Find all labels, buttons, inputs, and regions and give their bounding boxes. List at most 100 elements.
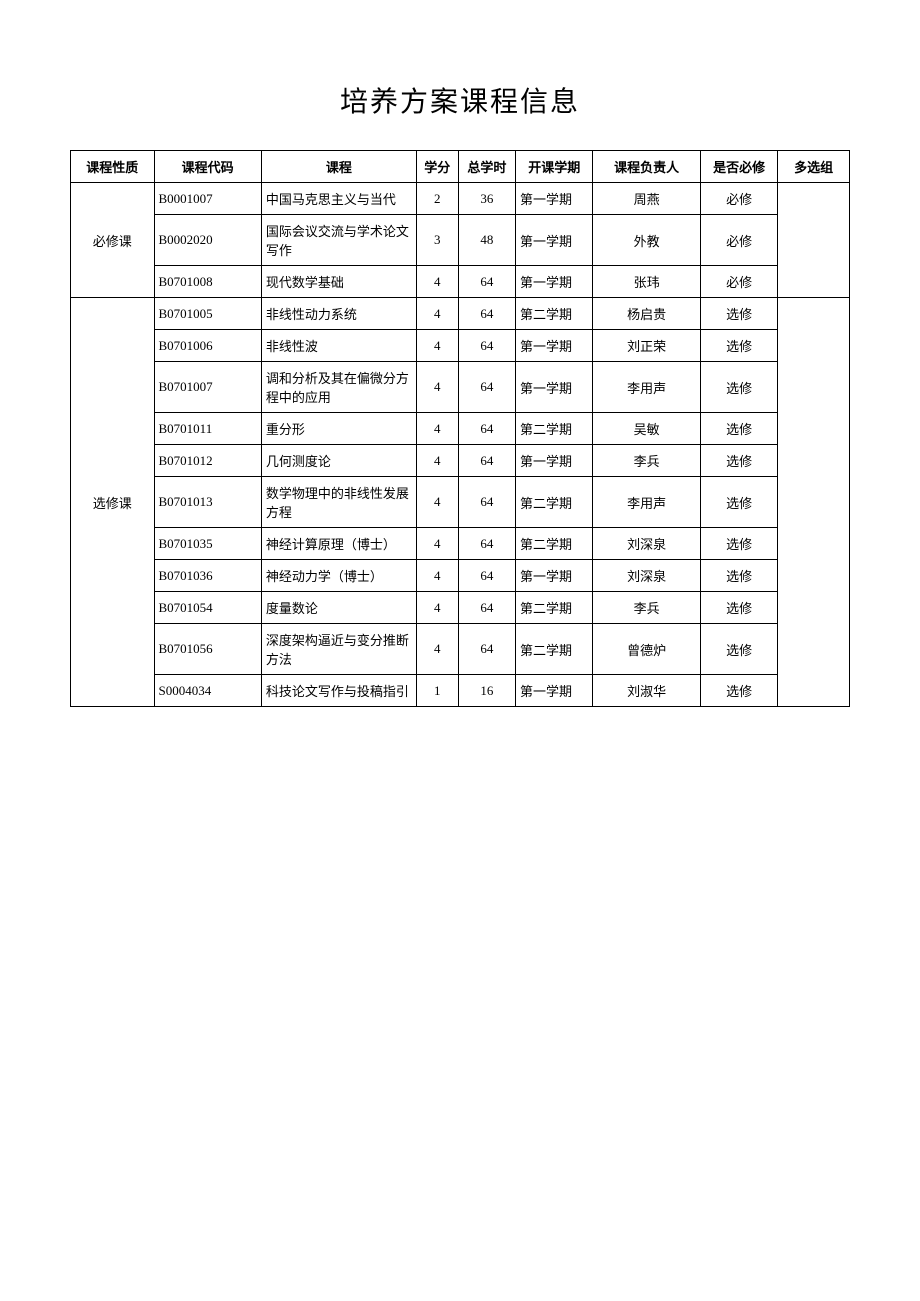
cell-category: 必修课 [71,183,155,298]
cell-hours: 64 [458,477,515,528]
header-group: 多选组 [778,151,850,183]
cell-hours: 64 [458,266,515,298]
table-row: B0701012 几何测度论 4 64 第一学期 李兵 选修 [71,445,850,477]
cell-semester: 第二学期 [515,298,593,330]
cell-category: 选修课 [71,298,155,707]
cell-hours: 64 [458,528,515,560]
cell-instructor: 周燕 [593,183,700,215]
cell-semester: 第一学期 [515,215,593,266]
table-row: B0701008 现代数学基础 4 64 第一学期 张玮 必修 [71,266,850,298]
cell-code: B0701056 [154,624,261,675]
cell-required: 选修 [700,675,778,707]
cell-course: 神经动力学（博士） [261,560,416,592]
cell-instructor: 张玮 [593,266,700,298]
cell-semester: 第一学期 [515,183,593,215]
table-row: S0004034 科技论文写作与投稿指引 1 16 第一学期 刘淑华 选修 [71,675,850,707]
cell-semester: 第二学期 [515,624,593,675]
cell-code: B0701007 [154,362,261,413]
cell-required: 选修 [700,624,778,675]
cell-instructor: 刘正荣 [593,330,700,362]
cell-hours: 64 [458,298,515,330]
cell-hours: 48 [458,215,515,266]
cell-course: 非线性动力系统 [261,298,416,330]
header-hours: 总学时 [458,151,515,183]
cell-course: 度量数论 [261,592,416,624]
cell-credit: 4 [416,298,458,330]
page-title: 培养方案课程信息 [70,80,850,120]
cell-code: B0701035 [154,528,261,560]
cell-code: B0701013 [154,477,261,528]
cell-course: 国际会议交流与学术论文写作 [261,215,416,266]
cell-required: 选修 [700,362,778,413]
cell-course: 中国马克思主义与当代 [261,183,416,215]
cell-code: B0002020 [154,215,261,266]
table-row: B0701036 神经动力学（博士） 4 64 第一学期 刘深泉 选修 [71,560,850,592]
cell-credit: 4 [416,560,458,592]
cell-instructor: 刘深泉 [593,560,700,592]
course-table: 课程性质 课程代码 课程 学分 总学时 开课学期 课程负责人 是否必修 多选组 … [70,150,850,707]
cell-course: 几何测度论 [261,445,416,477]
cell-instructor: 李兵 [593,445,700,477]
table-header-row: 课程性质 课程代码 课程 学分 总学时 开课学期 课程负责人 是否必修 多选组 [71,151,850,183]
cell-required: 选修 [700,330,778,362]
cell-course: 重分形 [261,413,416,445]
cell-course: 数学物理中的非线性发展方程 [261,477,416,528]
cell-credit: 3 [416,215,458,266]
cell-semester: 第二学期 [515,413,593,445]
cell-credit: 2 [416,183,458,215]
header-credit: 学分 [416,151,458,183]
cell-instructor: 刘深泉 [593,528,700,560]
cell-code: B0701006 [154,330,261,362]
cell-semester: 第一学期 [515,560,593,592]
cell-code: B0701054 [154,592,261,624]
cell-course: 深度架构逼近与变分推断方法 [261,624,416,675]
cell-semester: 第一学期 [515,266,593,298]
cell-course: 非线性波 [261,330,416,362]
cell-hours: 64 [458,330,515,362]
cell-required: 选修 [700,413,778,445]
cell-credit: 4 [416,413,458,445]
cell-semester: 第一学期 [515,330,593,362]
table-row: B0701011 重分形 4 64 第二学期 吴敏 选修 [71,413,850,445]
table-row: B0701007 调和分析及其在偏微分方程中的应用 4 64 第一学期 李用声 … [71,362,850,413]
cell-hours: 64 [458,413,515,445]
cell-instructor: 李兵 [593,592,700,624]
table-row: 必修课 B0001007 中国马克思主义与当代 2 36 第一学期 周燕 必修 [71,183,850,215]
cell-required: 选修 [700,528,778,560]
cell-semester: 第二学期 [515,528,593,560]
header-semester: 开课学期 [515,151,593,183]
cell-required: 选修 [700,477,778,528]
cell-course: 神经计算原理（博士） [261,528,416,560]
cell-hours: 16 [458,675,515,707]
cell-code: B0701011 [154,413,261,445]
cell-instructor: 刘淑华 [593,675,700,707]
cell-code: B0701036 [154,560,261,592]
cell-hours: 64 [458,560,515,592]
cell-credit: 4 [416,330,458,362]
cell-credit: 4 [416,477,458,528]
cell-code: B0701005 [154,298,261,330]
table-row: B0701013 数学物理中的非线性发展方程 4 64 第二学期 李用声 选修 [71,477,850,528]
cell-instructor: 外教 [593,215,700,266]
cell-hours: 64 [458,445,515,477]
cell-hours: 36 [458,183,515,215]
table-row: B0701035 神经计算原理（博士） 4 64 第二学期 刘深泉 选修 [71,528,850,560]
cell-code: B0001007 [154,183,261,215]
cell-required: 选修 [700,560,778,592]
cell-course: 现代数学基础 [261,266,416,298]
cell-course: 科技论文写作与投稿指引 [261,675,416,707]
cell-instructor: 杨启贵 [593,298,700,330]
cell-credit: 4 [416,445,458,477]
table-body: 必修课 B0001007 中国马克思主义与当代 2 36 第一学期 周燕 必修 … [71,183,850,707]
cell-semester: 第二学期 [515,592,593,624]
cell-required: 选修 [700,592,778,624]
cell-semester: 第二学期 [515,477,593,528]
cell-semester: 第一学期 [515,445,593,477]
cell-group [778,183,850,298]
table-row: 选修课 B0701005 非线性动力系统 4 64 第二学期 杨启贵 选修 [71,298,850,330]
cell-code: S0004034 [154,675,261,707]
table-row: B0701006 非线性波 4 64 第一学期 刘正荣 选修 [71,330,850,362]
header-code: 课程代码 [154,151,261,183]
cell-instructor: 吴敏 [593,413,700,445]
cell-code: B0701008 [154,266,261,298]
